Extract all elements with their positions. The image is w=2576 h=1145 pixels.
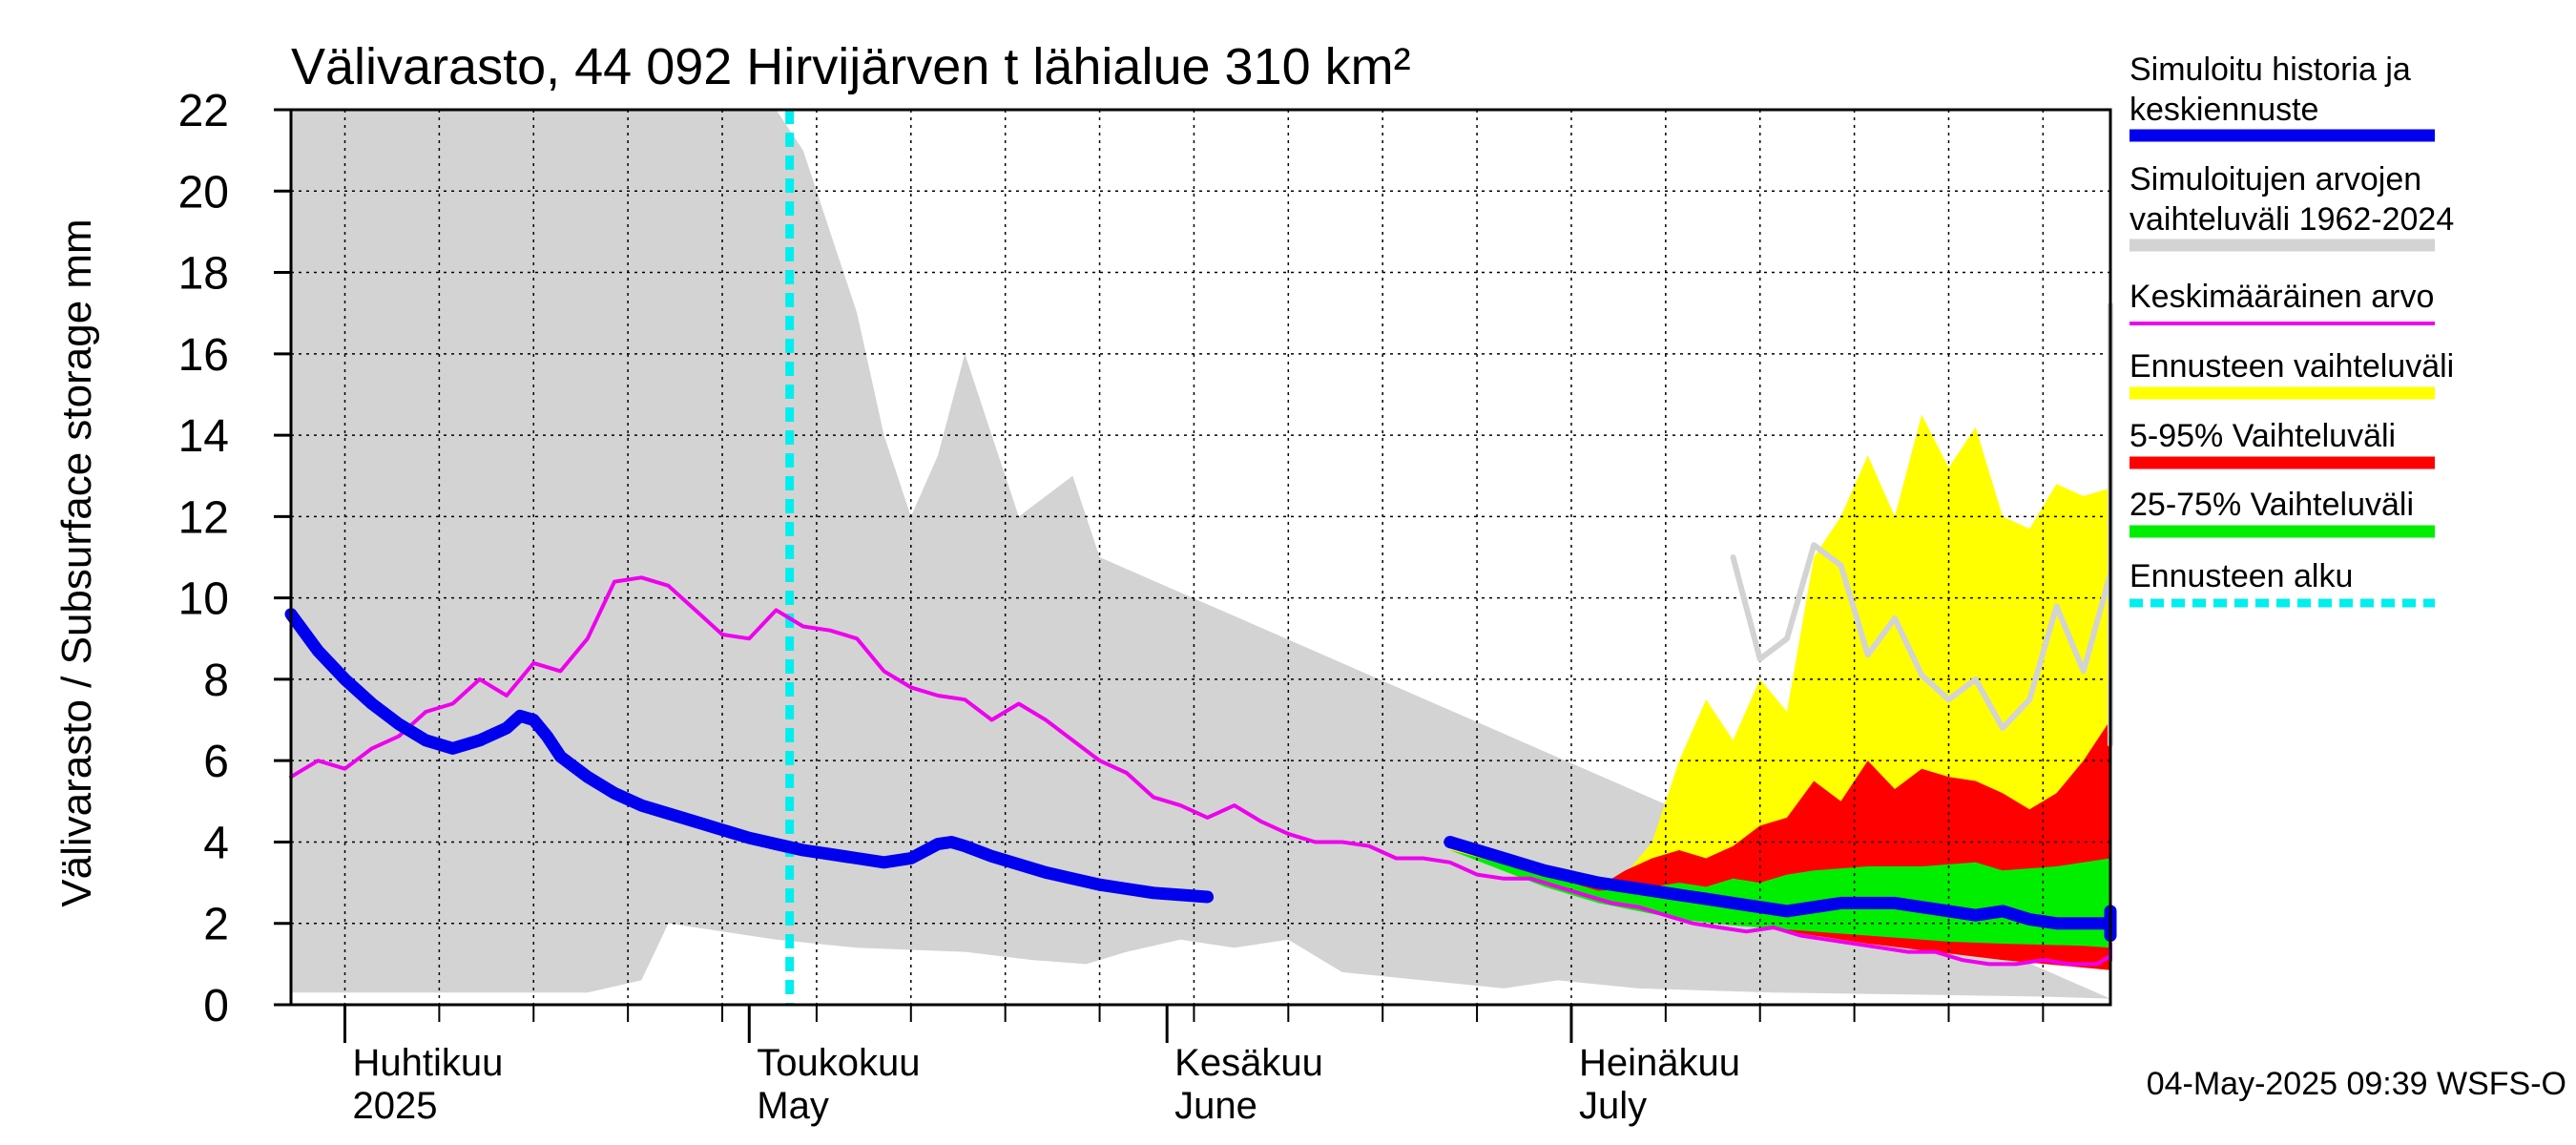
- legend-label: 5-95% Vaihteluväli: [2129, 418, 2396, 454]
- chart-title: Välivarasto, 44 092 Hirvijärven t lähial…: [291, 38, 1411, 95]
- legend-label: keskiennuste: [2129, 92, 2318, 128]
- x-month-label-en: July: [1579, 1085, 1647, 1127]
- grid-layer: [291, 110, 2110, 1005]
- x-month-label-en: 2025: [353, 1085, 438, 1127]
- history-line: [284, 608, 1215, 904]
- y-tick-label: 10: [178, 574, 229, 625]
- x-month-label-fi: Huhtikuu: [353, 1042, 504, 1084]
- x-month-label-fi: Toukokuu: [757, 1042, 920, 1084]
- legend-label: 25-75% Vaihteluväli: [2129, 487, 2414, 523]
- plot-frame: [289, 108, 2112, 1007]
- legend-label: Ennusteen alku: [2129, 558, 2353, 594]
- plot-area: [284, 108, 2117, 1007]
- y-tick-label: 6: [203, 737, 229, 787]
- x-month-label-en: May: [757, 1085, 829, 1127]
- y-tick-label: 8: [203, 656, 229, 706]
- legend-label: Keskimääräinen arvo: [2129, 279, 2434, 315]
- x-month-label-fi: Kesäkuu: [1174, 1042, 1323, 1084]
- y-tick-label: 20: [178, 167, 229, 218]
- legend: Simuloitu historia ja keskiennuste Simuloi…: [2129, 52, 2454, 608]
- y-tick-label: 22: [178, 86, 229, 136]
- y-tick-label: 4: [203, 818, 229, 868]
- y-tick-label: 12: [178, 492, 229, 543]
- x-month-label-en: June: [1174, 1085, 1257, 1127]
- y-axis-label: Välivarasto / Subsurface storage mm: [53, 219, 100, 906]
- historical-range-band: [291, 110, 2110, 999]
- x-month-label-fi: Heinäkuu: [1579, 1042, 1740, 1084]
- legend-label: vaihteluväli 1962-2024: [2129, 201, 2454, 238]
- y-tick-label: 18: [178, 249, 229, 300]
- y-tick-label: 2: [203, 900, 229, 950]
- bands-layer: [291, 110, 2110, 1001]
- mean-line: [289, 575, 2112, 967]
- legend-label: Ennusteen vaihteluväli: [2129, 348, 2454, 385]
- y-tick-label: 14: [178, 411, 229, 462]
- y-axis: 0 2 4 6 8 10 12 14 16 18 20 22: [178, 86, 291, 1031]
- band-25-75: [1449, 817, 2110, 972]
- y-tick-label: 16: [178, 330, 229, 381]
- legend-label: Simuloitu historia ja: [2129, 52, 2411, 88]
- timestamp-label: 04-May-2025 09:39 WSFS-O: [2147, 1066, 2566, 1102]
- y-tick-label: 0: [203, 981, 229, 1031]
- legend-label: Simuloitujen arvojen: [2129, 161, 2421, 198]
